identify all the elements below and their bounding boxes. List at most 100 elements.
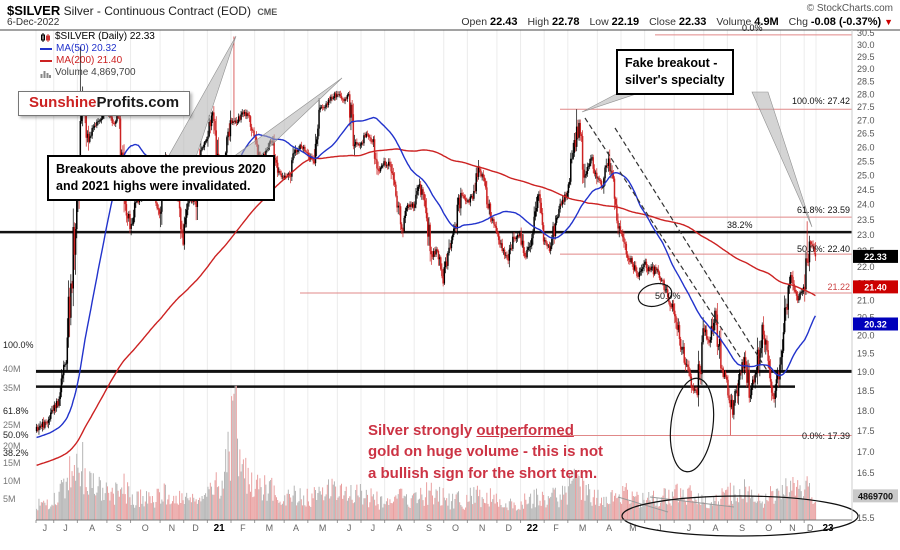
svg-text:A: A <box>396 523 402 533</box>
legend-ma50-label: MA(50) 20.32 <box>56 43 117 54</box>
legend-volume-label: Volume 4,869,700 <box>55 67 136 78</box>
chg-value: -0.08 (-0.37%) <box>810 16 882 28</box>
svg-text:4869700: 4869700 <box>858 491 893 501</box>
svg-text:S: S <box>116 523 122 533</box>
exchange-label: CME <box>257 7 278 17</box>
svg-text:D: D <box>807 523 814 533</box>
svg-text:N: N <box>789 523 796 533</box>
svg-text:24.5: 24.5 <box>857 185 875 195</box>
breakouts-line2: and 2021 highs were invalidated. <box>56 178 251 193</box>
volume-value: 4.9M <box>754 16 779 28</box>
svg-text:22.0: 22.0 <box>857 262 875 272</box>
ma50-line-icon <box>40 48 52 50</box>
close-value: 22.33 <box>678 16 707 28</box>
svg-text:N: N <box>479 523 486 533</box>
volume-label: Volume <box>716 16 752 28</box>
svg-text:50.0%: 50.0% <box>655 291 681 301</box>
watermark-part1: Sunshine <box>29 94 97 111</box>
svg-text:M: M <box>579 523 587 533</box>
legend-volume-row: Volume 4,869,700 <box>40 67 155 79</box>
candlestick-icon <box>41 32 50 42</box>
svg-text:F: F <box>553 523 559 533</box>
svg-text:29.5: 29.5 <box>857 52 875 62</box>
copyright: © StockCharts.com <box>806 3 893 14</box>
svg-text:J: J <box>371 523 376 533</box>
svg-text:J: J <box>347 523 352 533</box>
volume-bars-icon <box>40 71 51 78</box>
svg-text:A: A <box>606 523 612 533</box>
low-value: 22.19 <box>611 16 640 28</box>
svg-text:16.5: 16.5 <box>857 468 875 478</box>
svg-text:23.5: 23.5 <box>857 215 875 225</box>
svg-text:21.22: 21.22 <box>827 282 850 292</box>
svg-text:28.0: 28.0 <box>857 89 875 99</box>
svg-text:20M: 20M <box>3 441 21 451</box>
svg-text:D: D <box>505 523 512 533</box>
svg-text:30.0: 30.0 <box>857 40 875 50</box>
svg-text:M: M <box>266 523 274 533</box>
legend-ma50-row: MA(50) 20.32 <box>40 43 155 55</box>
fake-breakout-annotation: Fake breakout - silver's specialty <box>616 49 734 95</box>
svg-text:26.0: 26.0 <box>857 142 875 152</box>
svg-text:J: J <box>657 523 662 533</box>
svg-text:J: J <box>687 523 692 533</box>
svg-text:M: M <box>629 523 637 533</box>
svg-text:A: A <box>713 523 719 533</box>
svg-text:S: S <box>739 523 745 533</box>
svg-text:17.5: 17.5 <box>857 426 875 436</box>
svg-text:28.5: 28.5 <box>857 77 875 87</box>
breakouts-annotation: Breakouts above the previous 2020 and 20… <box>47 155 275 201</box>
fake-line1: Fake breakout - <box>625 56 718 70</box>
svg-text:27.5: 27.5 <box>857 102 875 112</box>
svg-text:O: O <box>765 523 772 533</box>
svg-text:100.0%: 27.42: 100.0%: 27.42 <box>792 96 850 106</box>
svg-text:19.0: 19.0 <box>857 367 875 377</box>
legend-ma200-row: MA(200) 21.40 <box>40 55 155 67</box>
high-value: 22.78 <box>551 16 580 28</box>
ma200-line-icon <box>40 60 52 62</box>
svg-text:29.0: 29.0 <box>857 64 875 74</box>
svg-text:O: O <box>142 523 149 533</box>
svg-text:O: O <box>452 523 459 533</box>
svg-text:22: 22 <box>527 523 539 534</box>
svg-text:18.0: 18.0 <box>857 406 875 416</box>
svg-text:26.5: 26.5 <box>857 129 875 139</box>
svg-text:25.0: 25.0 <box>857 170 875 180</box>
legend-series-label: $SILVER (Daily) 22.33 <box>55 31 155 42</box>
svg-text:F: F <box>240 523 246 533</box>
svg-text:0.0%: 0.0% <box>742 23 763 33</box>
svg-text:22.33: 22.33 <box>864 252 887 262</box>
svg-text:38.2%: 38.2% <box>727 220 753 230</box>
svg-text:50.0%: 50.0% <box>3 430 29 440</box>
svg-text:10M: 10M <box>3 476 21 486</box>
svg-text:17.0: 17.0 <box>857 447 875 457</box>
chart-legend: $SILVER (Daily) 22.33 MA(50) 20.32 MA(20… <box>40 31 155 79</box>
svg-text:N: N <box>169 523 176 533</box>
svg-text:15M: 15M <box>3 458 21 468</box>
close-label: Close <box>649 16 676 28</box>
high-label: High <box>527 16 550 28</box>
svg-text:20.0: 20.0 <box>857 330 875 340</box>
volume-note: Silver strongly outperformed gold on hug… <box>368 420 603 484</box>
chg-down-icon: ▼ <box>884 17 893 27</box>
svg-text:27.0: 27.0 <box>857 115 875 125</box>
fake-line2: silver's specialty <box>625 72 725 87</box>
svg-text:38.2%: 38.2% <box>3 448 29 458</box>
breakouts-line1: Breakouts above the previous 2020 <box>56 162 266 176</box>
svg-text:50.0%: 22.40: 50.0%: 22.40 <box>797 244 850 254</box>
svg-text:35M: 35M <box>3 383 21 393</box>
svg-text:61.8%: 61.8% <box>3 406 29 416</box>
chg-label: Chg <box>788 16 808 28</box>
volume-note-line3: a bullish sign for the short term. <box>368 464 598 482</box>
svg-text:21: 21 <box>214 523 226 534</box>
svg-text:19.5: 19.5 <box>857 349 875 359</box>
svg-text:A: A <box>293 523 299 533</box>
svg-text:A: A <box>89 523 95 533</box>
low-label: Low <box>589 16 609 28</box>
svg-text:21.0: 21.0 <box>857 295 875 305</box>
svg-text:18.5: 18.5 <box>857 386 875 396</box>
svg-text:100.0%: 100.0% <box>3 340 34 350</box>
legend-series-row: $SILVER (Daily) 22.33 <box>40 31 155 43</box>
